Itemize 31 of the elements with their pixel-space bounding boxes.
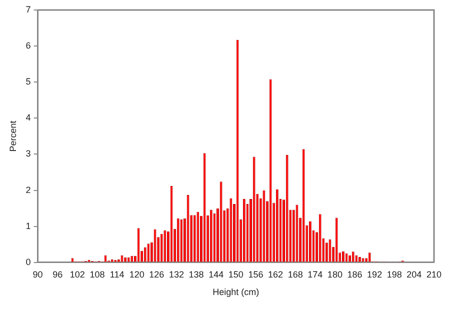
x-tick-label: 180 [327, 269, 342, 280]
x-tick-label: 150 [228, 269, 244, 280]
x-tick-label: 174 [308, 269, 323, 280]
y-tick-label: 4 [26, 112, 31, 123]
x-tick-label: 168 [288, 269, 303, 280]
x-tick-label: 90 [32, 269, 43, 280]
x-tick-label: 96 [52, 269, 63, 280]
y-tick-label: 0 [26, 256, 31, 267]
x-tick-label: 102 [70, 269, 85, 280]
x-tick-label: 210 [426, 269, 442, 280]
y-tick-label: 2 [26, 184, 31, 195]
x-tick-label: 132 [168, 269, 184, 280]
x-tick-label: 204 [406, 269, 422, 280]
y-tick-label: 1 [26, 220, 31, 231]
x-tick-label: 138 [188, 269, 204, 280]
y-tick-label: 6 [26, 40, 31, 51]
y-axis-title: Percent [8, 120, 18, 152]
x-tick-label: 162 [268, 269, 284, 280]
x-axis-title: Height (cm) [212, 287, 260, 298]
y-tick-label: 7 [26, 4, 31, 14]
x-tick-label: 108 [90, 269, 105, 280]
y-tick-label: 5 [26, 76, 31, 87]
x-tick-label: 114 [110, 269, 124, 280]
x-tick-label: 192 [367, 269, 382, 280]
x-tick-label: 156 [248, 269, 264, 280]
y-tick-label: 3 [26, 148, 31, 159]
x-tick-label: 198 [386, 269, 402, 280]
x-tick-label: 144 [208, 269, 224, 280]
x-tick-label: 120 [129, 269, 144, 280]
x-tick-label: 126 [149, 269, 164, 280]
x-tick-label: 186 [347, 269, 362, 280]
